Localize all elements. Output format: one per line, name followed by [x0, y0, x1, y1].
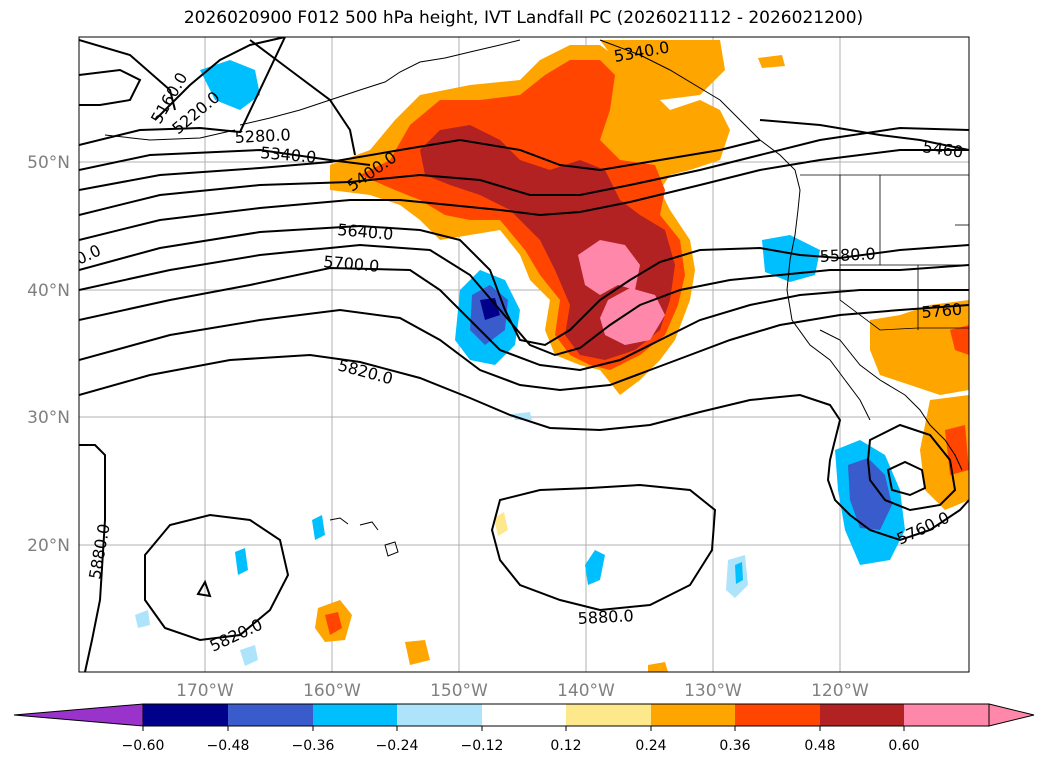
contour-label: 5760 [921, 300, 963, 322]
page-title: 2026020900 F012 500 hPa height, IVT Land… [183, 8, 864, 28]
colorbar-tick-label: −0.12 [461, 738, 504, 754]
colorbar-tick-label: 0.36 [719, 738, 750, 754]
contour-label: 5340.0 [260, 143, 317, 167]
contour-5880-left [79, 444, 106, 672]
colorbar-min-arrow [13, 703, 144, 727]
lat-ticks: 50°N 40°N 30°N 20°N [27, 153, 70, 556]
colorbar-segment [735, 704, 820, 726]
colorbar-segment [651, 704, 735, 726]
lon-tick-label: 160°W [303, 681, 361, 701]
colorbar-tick-label: 0.48 [804, 738, 835, 754]
contour-5640 [79, 243, 969, 357]
contour-5820 [79, 353, 969, 542]
colorbar-tick-label: 0.60 [888, 738, 919, 754]
colorbar-tick-label: −0.60 [122, 738, 165, 754]
colorbar-tick-label: 0.12 [550, 738, 581, 754]
ivt-positive-shading [315, 40, 969, 672]
ivt-negative-shading [135, 60, 905, 666]
lat-tick-label: 20°N [27, 536, 70, 556]
lon-ticks: 170°W 160°W 150°W 140°W 130°W 120°W [176, 681, 869, 701]
colorbar-segment [482, 704, 566, 726]
colorbar-segment [143, 704, 228, 726]
contour-5160 [79, 68, 142, 106]
coastlines [104, 39, 963, 557]
contour-5880-mid [490, 483, 717, 612]
lon-tick-label: 140°W [557, 681, 615, 701]
colorbar-tick-label: −0.36 [292, 738, 335, 754]
lon-tick-label: 120°W [811, 681, 869, 701]
political-borders [800, 174, 969, 331]
colorbar-segment [566, 704, 651, 726]
contour-5280 [79, 37, 286, 146]
contour-5400 [79, 138, 761, 191]
ivt-plume-pink [578, 240, 640, 295]
contour-label: 5700.0 [323, 252, 380, 276]
contour-5220 [154, 37, 286, 121]
contour-5460 [759, 119, 969, 151]
colorbar-segment [397, 704, 482, 726]
contour-label: 5640.0 [337, 220, 394, 244]
height-contours [79, 37, 969, 672]
contour-label: 5580.0 [819, 244, 876, 266]
contour-5700 [79, 266, 969, 372]
colorbar-segment [820, 704, 904, 726]
contour-5340 [79, 148, 371, 171]
colorbar-segment [313, 704, 397, 726]
contour-label: 5880.0 [577, 606, 634, 628]
map-border [78, 36, 970, 673]
lon-tick-label: 170°W [176, 681, 234, 701]
contour-5580 [79, 224, 969, 347]
lat-tick-label: 30°N [27, 408, 70, 428]
lat-tick-label: 50°N [27, 153, 70, 173]
colorbar: −0.60 −0.48 −0.36 −0.24 −0.12 0.12 0.24 … [13, 703, 1035, 754]
colorbar-segment [904, 704, 989, 726]
lon-tick-label: 150°W [430, 681, 488, 701]
colorbar-tick-label: −0.48 [207, 738, 250, 754]
colorbar-segment [228, 704, 313, 726]
lat-tick-label: 40°N [27, 281, 70, 301]
colorbar-max-arrow [988, 703, 1035, 727]
contour-label: 5280.0 [234, 125, 291, 147]
lon-tick-label: 130°W [684, 681, 742, 701]
contour-5820-sw [144, 513, 290, 642]
colorbar-tick-label: 0.24 [635, 738, 666, 754]
colorbar-tick-label: −0.24 [376, 738, 419, 754]
